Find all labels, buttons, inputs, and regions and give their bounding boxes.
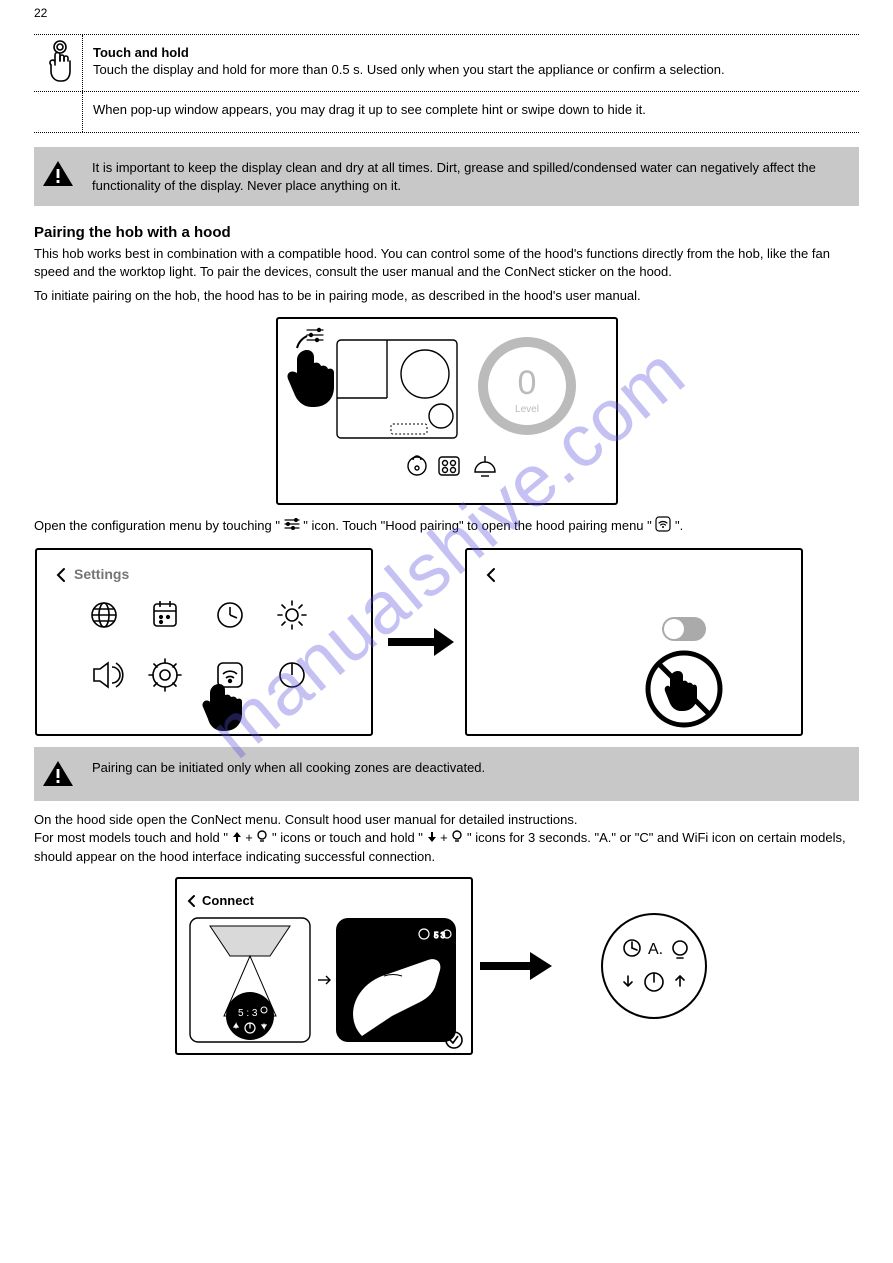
- empty-cell: [34, 92, 83, 132]
- hood-side-line-b: For most models touch and hold " + " ico…: [34, 829, 859, 866]
- arrow-right-icon: [384, 622, 454, 662]
- pairing-body2: To initiate pairing on the hob, the hood…: [34, 287, 859, 305]
- warning-icon: [34, 759, 82, 789]
- wifi-box-icon: [655, 516, 671, 537]
- svg-text:5 : 3: 5 : 3: [238, 1008, 258, 1019]
- arrow-up-icon: [232, 830, 242, 848]
- alert1-text: It is important to keep the display clea…: [92, 159, 849, 194]
- connect-hood-figure: Connect 5 : 3 5 3: [34, 876, 859, 1056]
- svg-text:0: 0: [517, 364, 536, 402]
- arrow-down-icon: [427, 830, 437, 848]
- config-instruction: Open the configuration menu by touching …: [34, 516, 859, 537]
- pairing-body1: This hob works best in combination with …: [34, 245, 859, 281]
- popup-hint-text: When pop-up window appears, you may drag…: [83, 92, 859, 132]
- bulb-icon: [451, 829, 463, 848]
- svg-text:A.: A.: [648, 941, 663, 958]
- svg-text:Connect: Connect: [202, 893, 255, 908]
- touch-hold-icon: [34, 35, 83, 91]
- warning-icon: [34, 159, 82, 189]
- sliders-icon: [284, 517, 300, 535]
- alert2-text: Pairing can be initiated only when all c…: [92, 759, 849, 777]
- bulb-icon: [256, 829, 268, 848]
- hood-side-line-a: On the hood side open the ConNect menu. …: [34, 811, 859, 829]
- svg-text:Level: Level: [515, 404, 539, 415]
- hob-pairing-figure: 0 Level: [34, 316, 859, 506]
- pairing-heading: Pairing the hob with a hood: [34, 224, 859, 241]
- settings-back-label: Settings: [74, 566, 129, 582]
- settings-to-pairing-figure: Settings: [34, 547, 859, 737]
- touch-hold-text: Touch and hold Touch the display and hol…: [83, 35, 859, 91]
- page-number: 22: [34, 6, 47, 20]
